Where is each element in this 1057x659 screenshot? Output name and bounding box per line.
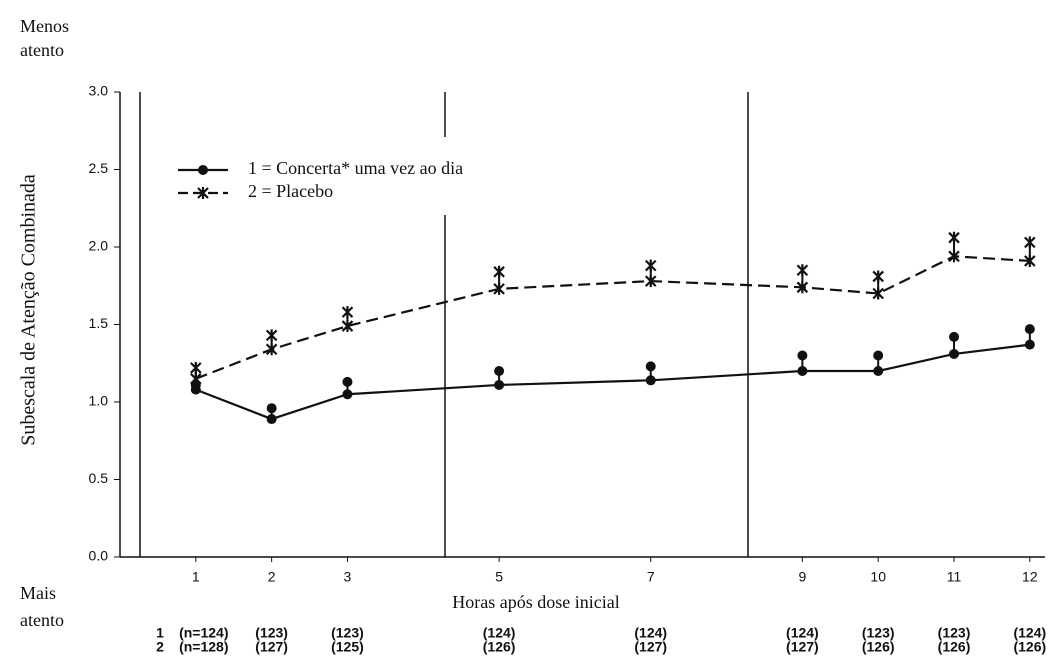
legend-marker bbox=[197, 187, 209, 199]
x-tick-label: 10 bbox=[870, 569, 886, 585]
y-tick-label: 0.0 bbox=[89, 548, 109, 564]
error-cap bbox=[494, 366, 505, 376]
data-point bbox=[190, 384, 201, 395]
x-tick-label: 3 bbox=[344, 569, 352, 585]
error-cap bbox=[341, 306, 354, 319]
error-cap bbox=[1024, 324, 1035, 335]
sample-size: (126) bbox=[938, 639, 971, 655]
x-tick-label: 2 bbox=[268, 569, 276, 585]
data-point bbox=[797, 366, 808, 376]
x-tick-label: 9 bbox=[798, 569, 806, 585]
data-point bbox=[948, 250, 960, 263]
error-cap bbox=[796, 264, 809, 277]
x-tick-label: 11 bbox=[947, 569, 962, 585]
error-cap bbox=[1024, 236, 1036, 249]
series-line bbox=[195, 343, 1030, 421]
error-cap bbox=[872, 270, 884, 283]
sample-size: (124) bbox=[786, 625, 819, 641]
data-point bbox=[645, 375, 656, 386]
error-cap bbox=[493, 265, 505, 278]
y-tick-label: 3.0 bbox=[89, 83, 109, 99]
sample-size: (n=128) bbox=[179, 639, 228, 655]
legend-label: 1 = Concerta* uma vez ao dia bbox=[248, 158, 463, 178]
x-tick-label: 1 bbox=[192, 569, 200, 585]
sample-size: (n=124) bbox=[179, 625, 228, 641]
sample-size: (127) bbox=[786, 639, 819, 655]
data-point bbox=[342, 389, 353, 400]
y-tick-label: 2.0 bbox=[89, 238, 109, 254]
data-point bbox=[494, 379, 505, 390]
y-tick-label: 1.5 bbox=[89, 315, 109, 331]
y-axis-label: Subescala de Atenção Combinada bbox=[18, 174, 40, 446]
legend-label: 2 = Placebo bbox=[248, 181, 333, 201]
error-cap bbox=[342, 376, 353, 387]
data-point bbox=[796, 281, 809, 294]
y-tick-label: 0.5 bbox=[89, 470, 109, 486]
x-tick-label: 5 bbox=[495, 569, 503, 585]
error-cap bbox=[265, 329, 278, 342]
series-line bbox=[195, 255, 1030, 380]
sample-size: (123) bbox=[255, 625, 288, 641]
sample-size: (123) bbox=[331, 625, 364, 641]
y-tick-label: 2.5 bbox=[89, 160, 109, 176]
sample-size: (126) bbox=[862, 639, 895, 655]
bottom-label: Mais bbox=[20, 583, 56, 603]
sample-size: (127) bbox=[255, 639, 288, 655]
sample-size: (124) bbox=[634, 625, 667, 641]
legend-marker bbox=[198, 165, 208, 175]
top-label: atento bbox=[20, 40, 64, 60]
data-point bbox=[873, 366, 884, 376]
sample-size: (126) bbox=[1013, 639, 1046, 655]
error-cap bbox=[949, 331, 960, 342]
error-cap bbox=[644, 259, 657, 272]
data-point bbox=[265, 343, 278, 356]
sample-size: (127) bbox=[634, 639, 667, 655]
x-tick-label: 12 bbox=[1022, 569, 1038, 585]
data-point bbox=[872, 287, 884, 300]
data-point bbox=[341, 320, 354, 333]
x-tick-label: 7 bbox=[647, 569, 655, 585]
data-point bbox=[1024, 339, 1035, 350]
sample-size: (125) bbox=[331, 639, 364, 655]
error-cap bbox=[645, 361, 656, 372]
sample-row-label: 1 bbox=[156, 625, 164, 641]
x-axis-label: Horas após dose inicial bbox=[452, 592, 619, 612]
y-tick-label: 1.0 bbox=[89, 393, 109, 409]
error-cap bbox=[797, 350, 808, 361]
data-point bbox=[266, 414, 277, 425]
sample-size: (126) bbox=[483, 639, 516, 655]
sample-size: (124) bbox=[1013, 625, 1046, 641]
error-cap bbox=[266, 403, 277, 414]
data-point bbox=[190, 372, 202, 385]
error-cap bbox=[948, 231, 960, 244]
sample-size: (124) bbox=[483, 625, 516, 641]
error-cap bbox=[190, 361, 202, 374]
top-label: Menos bbox=[20, 16, 69, 36]
data-point bbox=[493, 282, 505, 295]
bottom-label: atento bbox=[20, 610, 64, 630]
data-point bbox=[644, 275, 657, 288]
sample-row-label: 2 bbox=[156, 639, 164, 655]
error-cap bbox=[873, 350, 884, 361]
data-point bbox=[949, 348, 960, 359]
sample-size: (123) bbox=[862, 625, 895, 641]
sample-size: (123) bbox=[938, 625, 971, 641]
data-point bbox=[1024, 254, 1036, 267]
